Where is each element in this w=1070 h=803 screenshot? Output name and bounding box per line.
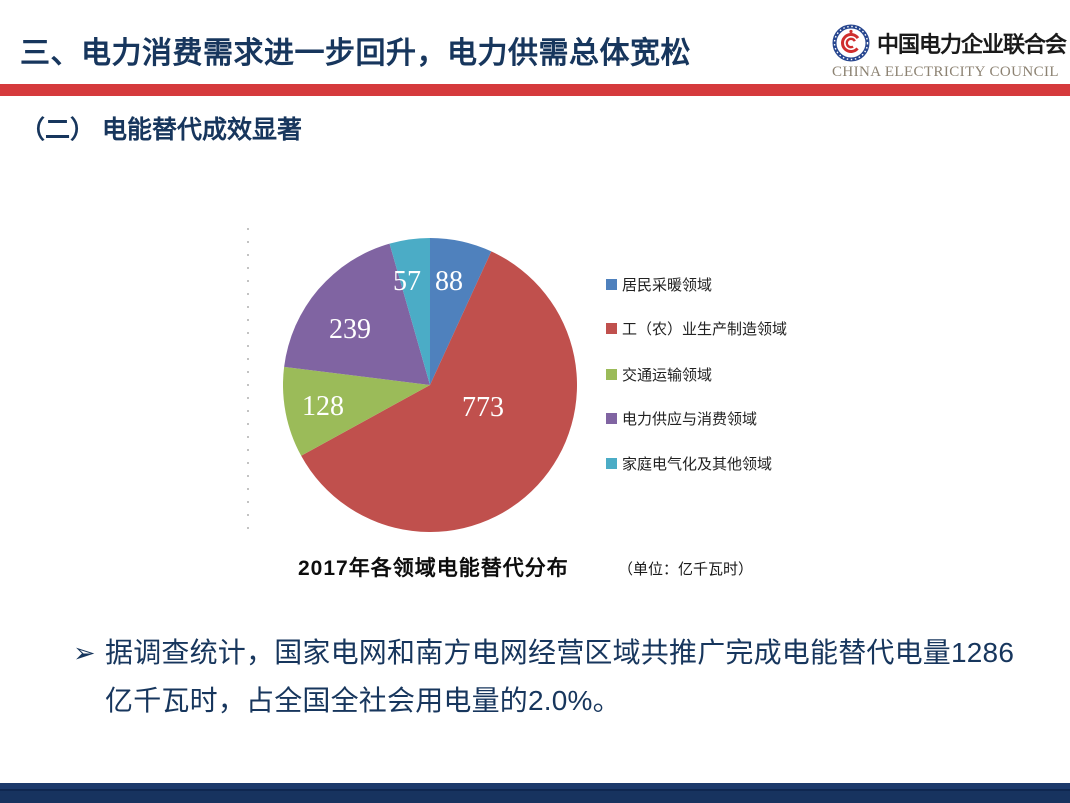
pie-value-label-2: 128 [302,391,344,422]
legend-item: 家庭电气化及其他领域 [606,455,792,475]
pie-slice-0 [430,238,492,385]
pie-value-label-3: 239 [329,314,371,345]
footer-stripe-main [0,791,1070,803]
pie-value-label-4: 57 [393,266,421,297]
legend-label: 居民采暖领域 [622,277,713,294]
org-name-cn: 中国电力企业联合会 [877,32,1067,57]
org-name-en: CHINA ELECTRICITY COUNCIL [832,64,1059,80]
page-title: 三、电力消费需求进一步回升，电力供需总体宽松 [20,37,691,70]
section-heading: （二） 电能替代成效显著 [20,116,302,144]
footer-stripe-line [0,789,1070,791]
legend-label: 交通运输领域 [622,367,713,384]
legend-label: 工（农）业生产制造领域 [622,321,788,338]
pie-slice-4 [389,238,430,385]
pie-slice-3 [284,243,430,385]
legend-item: 电力供应与消费领域 [606,410,792,430]
pie-value-label-1: 773 [462,392,504,423]
bullet-arrow-icon: ➢ [73,638,96,668]
legend-item: 工（农）业生产制造领域 [606,320,792,340]
bullet-point: ➢ 据调查统计，国家电网和南方电网经营区域共推广完成电能替代电量1286亿千瓦时… [73,629,1023,725]
cec-emblem-icon [832,24,870,62]
pie-slice-1 [301,251,577,532]
chart-unit-note: （单位：亿千瓦时） [618,561,754,578]
pie-value-label-0: 88 [435,266,463,297]
pie-chart: 88 773 128 239 57 [283,238,577,532]
legend-item: 交通运输领域 [606,366,792,386]
legend-swatch-icon [606,369,617,380]
header-accent-bar [0,84,1070,96]
legend-label: 家庭电气化及其他领域 [622,456,773,473]
legend-swatch-icon [606,323,617,334]
footer-bar [0,783,1070,803]
pie-slice-2 [283,366,430,456]
legend-swatch-icon [606,413,617,424]
legend-swatch-icon [606,279,617,290]
bullet-text: 据调查统计，国家电网和南方电网经营区域共推广完成电能替代电量1286亿千瓦时，占… [105,637,1015,716]
legend-swatch-icon [606,458,617,469]
footer-stripe-top [0,783,1070,789]
chart-title: 2017年各领域电能替代分布 [298,557,569,580]
org-logo: 中国电力企业联合会 CHINA ELECTRICITY COUNCIL [832,24,1067,81]
legend-item: 居民采暖领域 [606,276,792,296]
legend-label: 电力供应与消费领域 [622,411,758,428]
chart-axis-guide-dots [247,228,249,533]
